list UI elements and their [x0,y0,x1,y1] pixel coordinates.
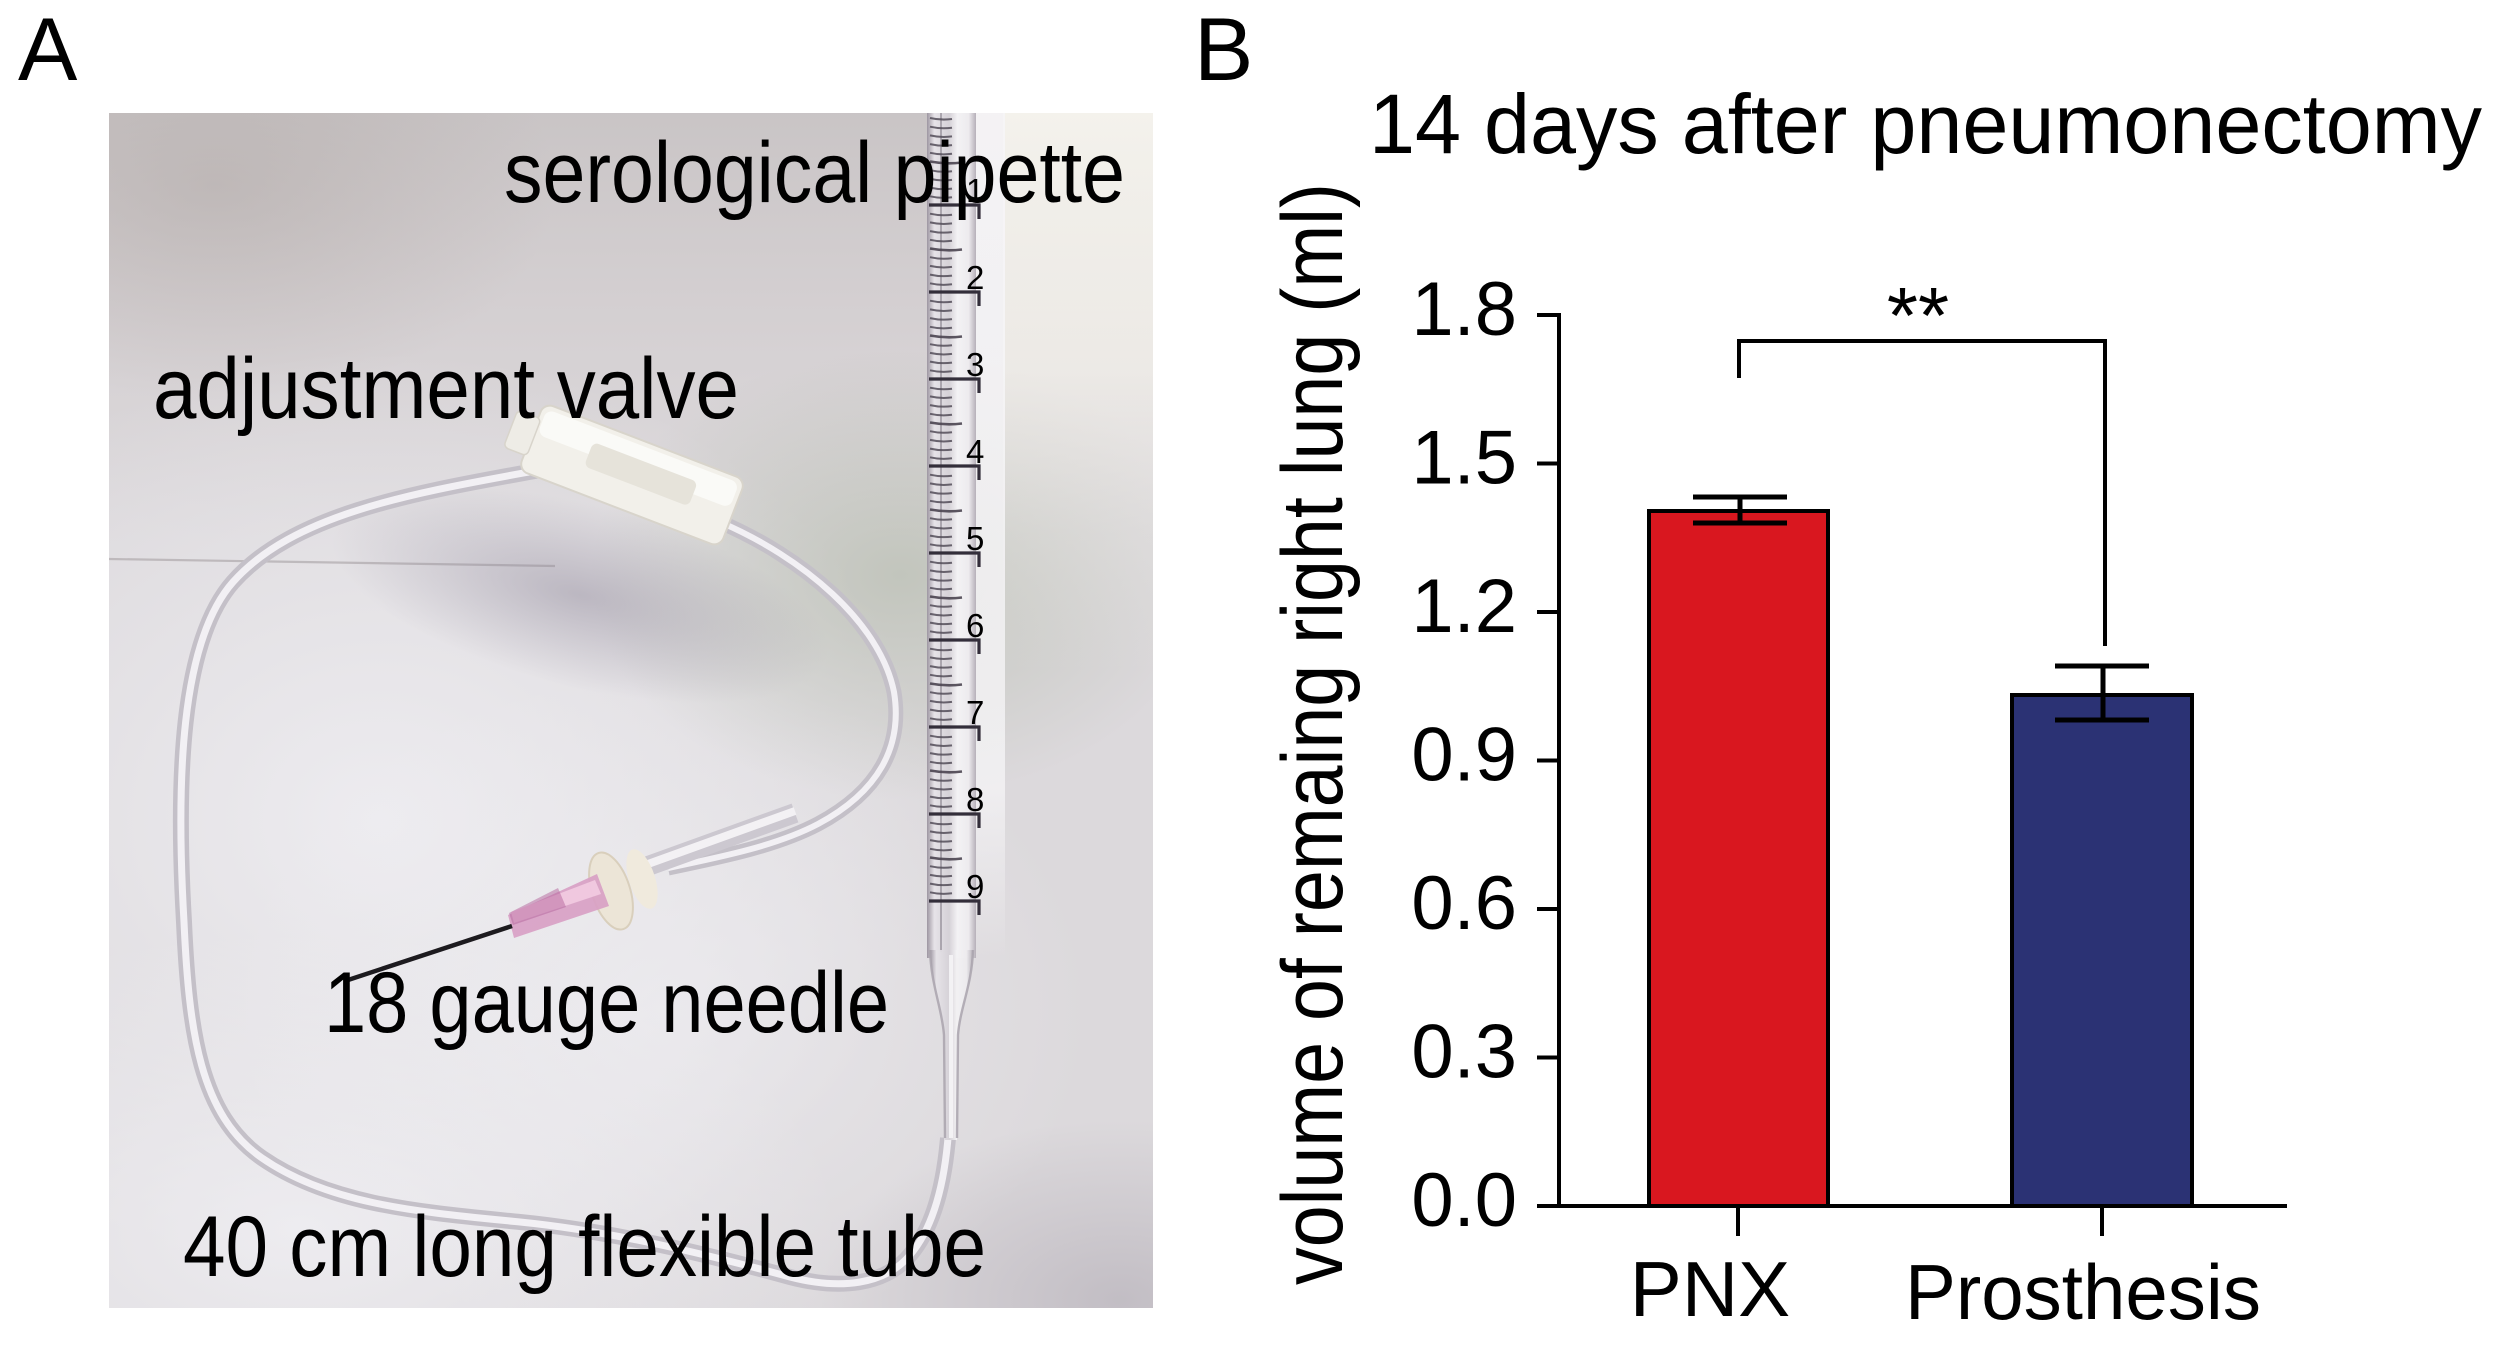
svg-text:0.3: 0.3 [1411,1010,1517,1095]
svg-text:1.5: 1.5 [1411,416,1517,501]
svg-text:3: 3 [966,346,984,383]
svg-text:PNX: PNX [1630,1245,1790,1333]
svg-text:Prosthesis: Prosthesis [1905,1248,2261,1336]
svg-text:14 days after pneumonectomy: 14 days after pneumonectomy [1369,77,2482,171]
svg-text:volume of remaing right lung (: volume of remaing right lung (ml) [1265,183,1361,1285]
svg-text:1.8: 1.8 [1411,267,1517,352]
svg-text:adjustment valve: adjustment valve [153,341,739,437]
svg-text:1: 1 [966,172,984,209]
svg-text:0.9: 0.9 [1411,713,1517,798]
svg-text:4: 4 [966,433,984,470]
svg-text:0.6: 0.6 [1411,861,1517,946]
svg-text:7: 7 [966,694,984,731]
svg-text:6: 6 [966,607,984,644]
svg-text:serological pipette: serological pipette [504,125,1125,221]
svg-text:2: 2 [966,259,984,296]
svg-text:8: 8 [966,781,984,818]
svg-text:18 gauge needle: 18 gauge needle [324,955,889,1051]
svg-text:A: A [18,0,78,99]
svg-text:40 cm long flexible tube: 40 cm long flexible tube [183,1199,986,1295]
svg-text:**: ** [1887,271,1949,360]
svg-text:5: 5 [966,520,984,557]
svg-text:9: 9 [966,868,984,905]
svg-text:0.0: 0.0 [1411,1158,1517,1243]
svg-text:B: B [1194,0,1253,99]
svg-text:1.2: 1.2 [1411,564,1517,649]
